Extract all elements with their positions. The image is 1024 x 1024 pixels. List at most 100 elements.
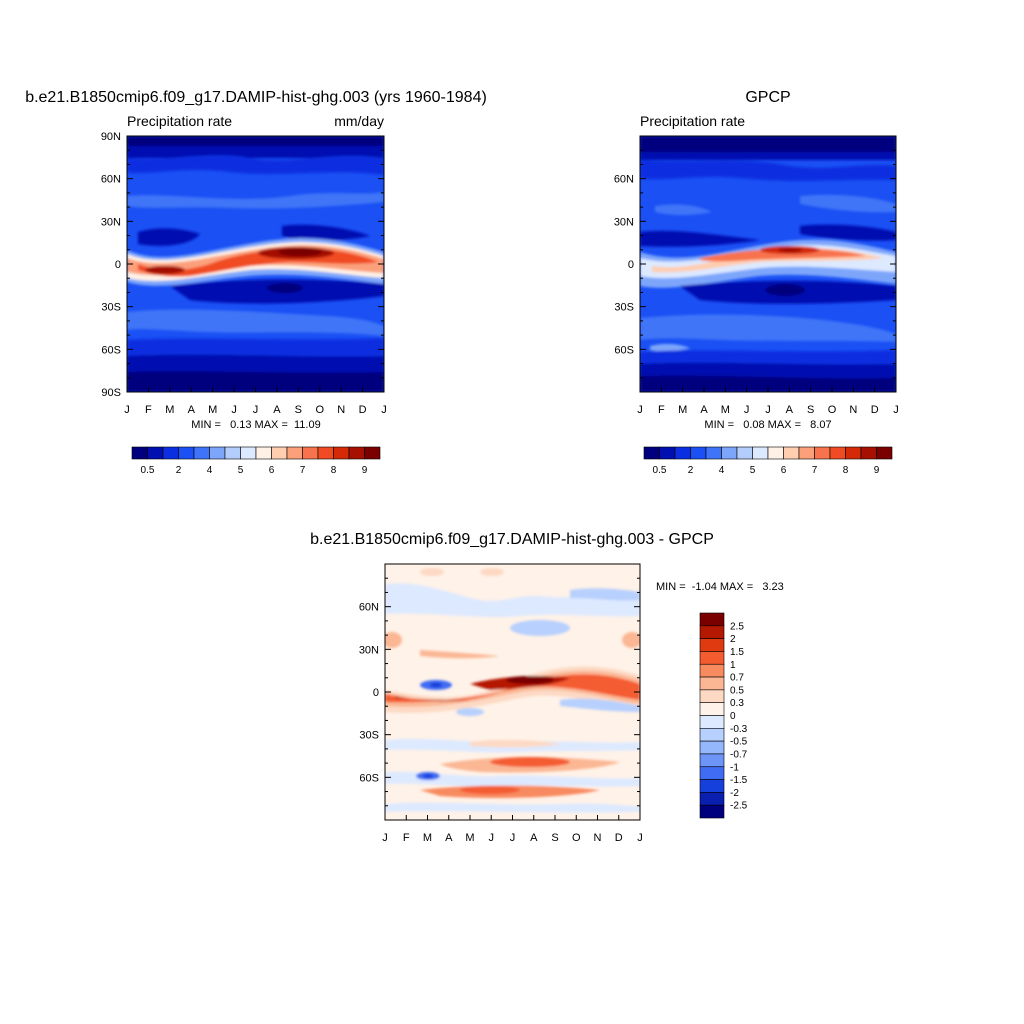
panel-difference-field bbox=[385, 564, 640, 820]
colorbar-label: 0.5 bbox=[653, 465, 667, 476]
colorbar-swatch bbox=[860, 446, 877, 460]
colorbar-swatch bbox=[699, 676, 725, 691]
y-tick-label: 90S bbox=[101, 387, 121, 399]
y-tick-label: 0 bbox=[115, 259, 121, 271]
colorbar-label: 0.5 bbox=[141, 465, 155, 476]
colorbar-swatch bbox=[286, 446, 303, 460]
colorbar-swatch bbox=[767, 446, 784, 460]
x-tick-label: O bbox=[828, 404, 837, 416]
y-tick-label: 60N bbox=[614, 174, 634, 186]
colorbar-label: -0.5 bbox=[730, 737, 748, 748]
colorbar-swatch bbox=[699, 728, 725, 742]
colorbar-label: 4 bbox=[719, 465, 725, 476]
y-tick-label: 60S bbox=[101, 344, 121, 356]
colorbar-swatch bbox=[240, 446, 257, 460]
colorbar-swatch bbox=[255, 446, 272, 460]
colorbar-label: 5 bbox=[750, 465, 756, 476]
colorbar-label: 2 bbox=[176, 465, 182, 476]
colorbar-swatch bbox=[643, 446, 660, 460]
colorbar-swatch bbox=[302, 446, 319, 460]
colorbar-swatch bbox=[783, 446, 800, 460]
colorbar-swatch bbox=[690, 446, 707, 460]
y-tick-label: 0 bbox=[373, 687, 379, 699]
colorbar-swatch bbox=[699, 715, 725, 729]
panel-model-colorbar: 0.5 2 4 5 6 7 8 9 bbox=[131, 446, 381, 476]
colorbar-swatch bbox=[699, 625, 725, 639]
colorbar-swatch bbox=[699, 651, 725, 665]
x-tick-label: A bbox=[188, 404, 196, 416]
colorbar-label: 2 bbox=[730, 634, 736, 645]
x-tick-label: J bbox=[382, 832, 388, 844]
panel-model-subtitle-left: Precipitation rate bbox=[127, 113, 232, 129]
colorbar-swatch bbox=[178, 446, 195, 460]
x-tick-label: M bbox=[721, 404, 730, 416]
x-tick-label: J bbox=[124, 404, 130, 416]
colorbar-label: 2.5 bbox=[730, 621, 744, 632]
colorbar-swatch bbox=[699, 702, 725, 716]
colorbar-label: 8 bbox=[331, 465, 337, 476]
x-tick-label: A bbox=[786, 404, 794, 416]
colorbar-swatch bbox=[674, 446, 691, 460]
colorbar-swatch bbox=[317, 446, 334, 460]
colorbar-swatch bbox=[659, 446, 676, 460]
panel-model-stats: MIN = 0.13 MAX = 11.09 bbox=[191, 419, 320, 431]
colorbar-label: -1 bbox=[730, 762, 739, 773]
x-tick-label: J bbox=[510, 832, 516, 844]
panel-gpcp-yticks: 60N 30N 0 30S 60S bbox=[614, 135, 896, 393]
panel-gpcp-stats: MIN = 0.08 MAX = 8.07 bbox=[704, 419, 831, 431]
colorbar-swatch bbox=[699, 804, 725, 819]
x-tick-label: O bbox=[315, 404, 324, 416]
y-tick-label: 30S bbox=[101, 302, 121, 314]
x-tick-label: J bbox=[893, 404, 899, 416]
colorbar-label: 0 bbox=[730, 711, 736, 722]
colorbar-swatch bbox=[333, 446, 350, 460]
x-tick-label: M bbox=[465, 832, 474, 844]
colorbar-swatch bbox=[147, 446, 164, 460]
colorbar-swatch bbox=[193, 446, 210, 460]
colorbar-swatch bbox=[721, 446, 738, 460]
colorbar-swatch bbox=[798, 446, 815, 460]
y-tick-label: 30S bbox=[614, 302, 634, 314]
y-tick-label: 90N bbox=[101, 131, 121, 143]
colorbar-swatch bbox=[752, 446, 769, 460]
colorbar-swatch bbox=[699, 663, 725, 678]
colorbar-label: 0.5 bbox=[730, 685, 744, 696]
colorbar-label: -1.5 bbox=[730, 775, 748, 786]
x-tick-label: N bbox=[594, 832, 602, 844]
colorbar-label: 9 bbox=[874, 465, 880, 476]
colorbar-label: 4 bbox=[207, 465, 213, 476]
colorbar-swatch bbox=[876, 446, 893, 460]
colorbar-swatch bbox=[699, 638, 725, 652]
y-tick-label: 30N bbox=[359, 644, 379, 656]
panel-gpcp-field bbox=[640, 136, 896, 392]
x-tick-label: J bbox=[765, 404, 771, 416]
panel-gpcp-subtitle-left: Precipitation rate bbox=[640, 113, 745, 129]
y-tick-label: 30N bbox=[101, 216, 121, 228]
x-tick-label: F bbox=[658, 404, 665, 416]
x-tick-label: D bbox=[359, 404, 367, 416]
x-tick-label: F bbox=[403, 832, 410, 844]
x-tick-label: D bbox=[615, 832, 623, 844]
x-tick-label: M bbox=[423, 832, 432, 844]
colorbar-label: 6 bbox=[269, 465, 275, 476]
colorbar-label: 5 bbox=[238, 465, 244, 476]
colorbar-swatch bbox=[224, 446, 241, 460]
x-tick-label: D bbox=[871, 404, 879, 416]
panel-difference-yticks: 60N 30N 0 30S 60S bbox=[359, 563, 640, 821]
colorbar-swatch bbox=[699, 689, 725, 703]
panel-gpcp-title: GPCP bbox=[745, 89, 790, 106]
colorbar-swatch bbox=[736, 446, 753, 460]
x-tick-label: S bbox=[551, 832, 558, 844]
y-tick-label: 30S bbox=[359, 730, 379, 742]
x-tick-label: J bbox=[637, 404, 643, 416]
panel-difference-colorbar: 2.5 2 1.5 1 0.70.5 0.3 0 -0.3 -0.5-0.7 -1 -1.5 -2 -2… bbox=[699, 612, 748, 819]
colorbar-label: -2.5 bbox=[730, 801, 748, 812]
y-tick-label: 0 bbox=[628, 259, 634, 271]
colorbar-label: -0.3 bbox=[730, 724, 748, 735]
x-tick-label: J bbox=[637, 832, 643, 844]
panel-model-field bbox=[127, 136, 384, 392]
colorbar-swatch bbox=[699, 792, 725, 806]
x-tick-label: A bbox=[700, 404, 708, 416]
x-tick-label: J bbox=[253, 404, 259, 416]
